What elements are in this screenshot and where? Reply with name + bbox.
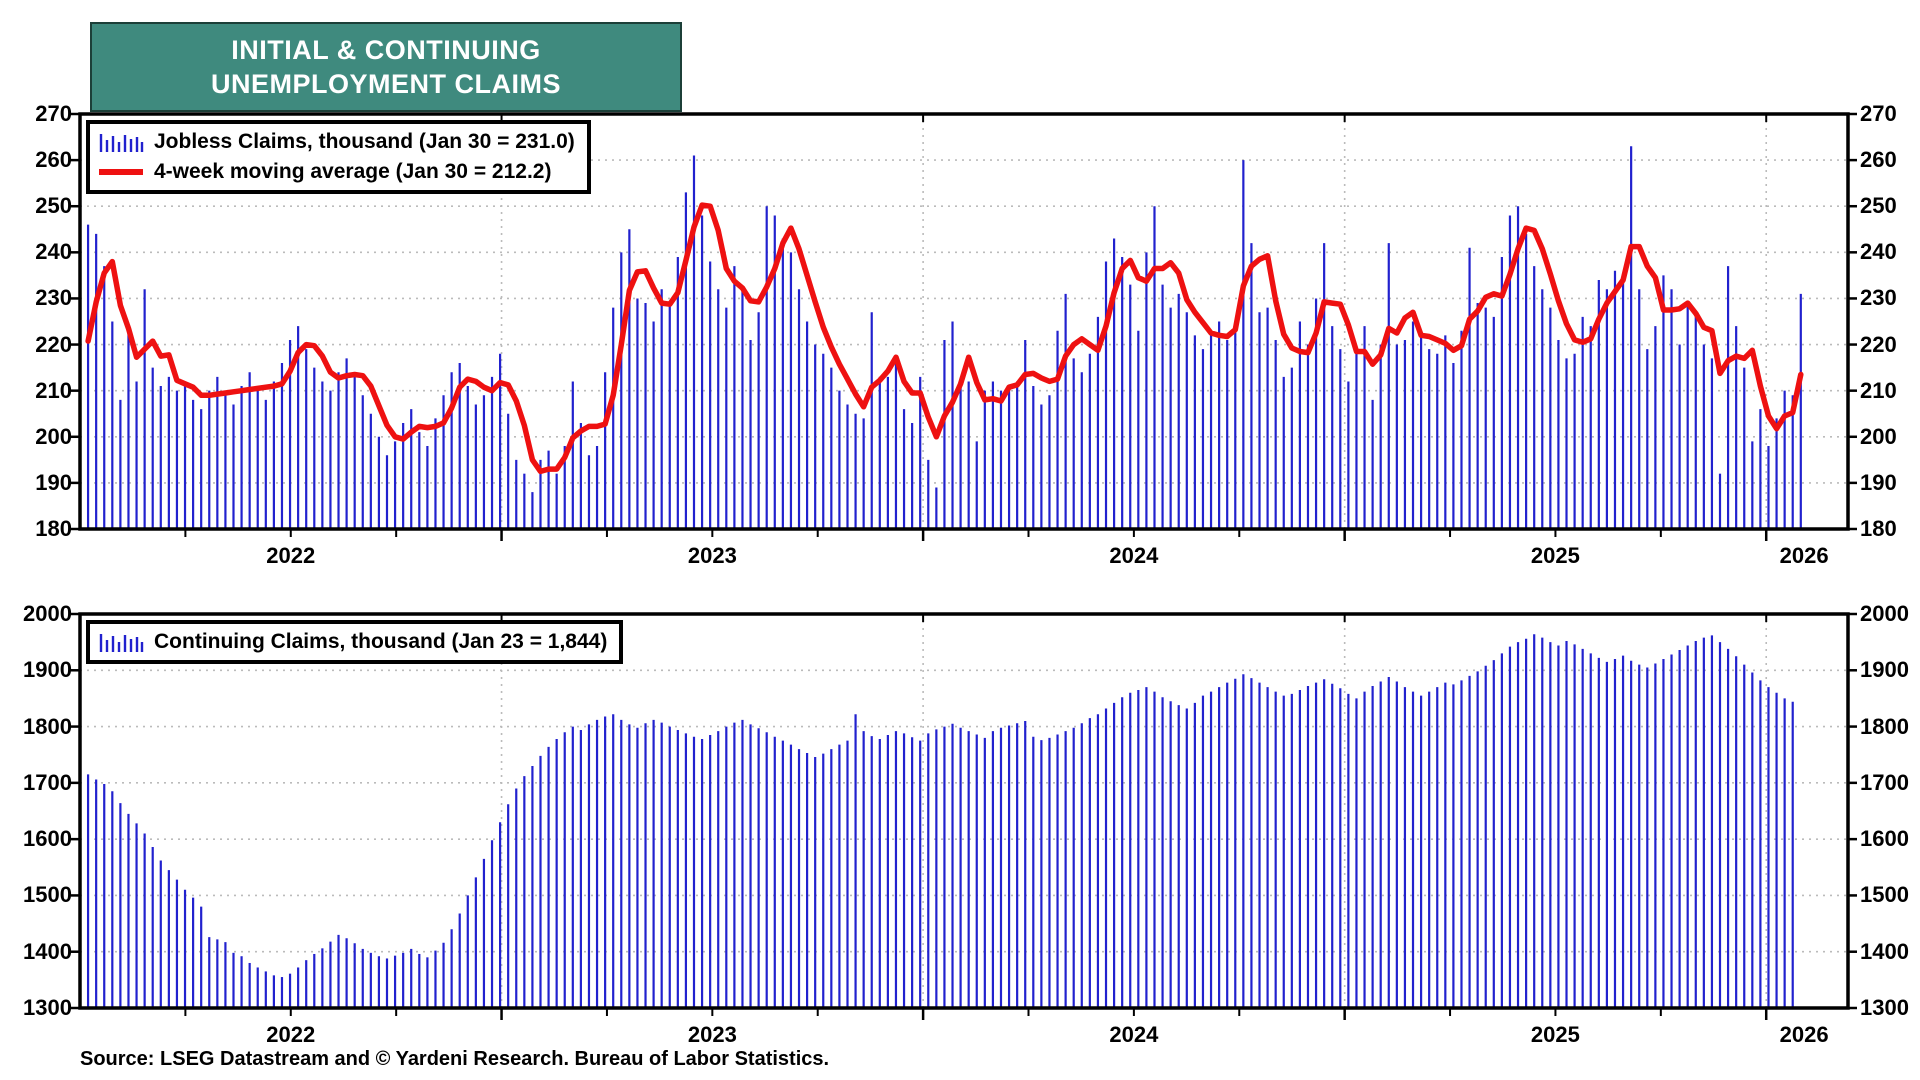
continuing_claims-ytick-label-right: 1600	[1860, 826, 1909, 852]
bars-icon	[98, 130, 154, 154]
continuing_claims-svg	[71, 612, 1857, 1020]
initial_claims-ytick-label-left: 250	[35, 193, 72, 219]
continuing_claims-year-label-2022: 2022	[266, 1022, 316, 1047]
initial_claims-ytick-label-right: 220	[1860, 331, 1897, 357]
bars-icon	[98, 630, 154, 654]
initial-claims-legend: Jobless Claims, thousand (Jan 30 = 231.0…	[86, 120, 591, 194]
continuing_claims-year-label-2023: 2023	[687, 1022, 737, 1047]
red-line-icon	[98, 160, 154, 184]
continuing_claims-ytick-label-left: 1300	[23, 995, 72, 1020]
initial_claims-svg	[71, 112, 1857, 541]
continuing_claims-year-label-2024: 2024	[1109, 1022, 1159, 1047]
initial_claims-ytick-label-left: 220	[35, 331, 72, 357]
chart-title-line2: UNEMPLOYMENT CLAIMS	[211, 69, 561, 99]
continuing_claims-ytick-label-right: 1900	[1860, 657, 1909, 683]
legend-label-jobless-claims: Jobless Claims, thousand (Jan 30 = 231.0…	[154, 130, 575, 153]
continuing_claims-ytick-label-left: 1400	[23, 938, 72, 964]
continuing_claims-year-label-2025: 2025	[1530, 1022, 1580, 1047]
continuing_claims-ytick-label-right: 1700	[1860, 769, 1909, 795]
initial_claims-ytick-label-right: 250	[1860, 193, 1897, 219]
continuing_claims-ytick-label-left: 1500	[23, 882, 72, 908]
continuing_claims-ytick-label-right: 1400	[1860, 938, 1909, 964]
continuing_claims-ytick-label-right: 1800	[1860, 713, 1909, 739]
initial_claims-ytick-label-left: 180	[35, 516, 72, 541]
initial_claims-ytick-label-right: 270	[1860, 101, 1897, 126]
initial_claims-ytick-label-left: 200	[35, 423, 72, 449]
initial_claims-ma-line	[85, 202, 1804, 475]
red-line-icon-glyph	[99, 169, 143, 175]
legend-label-moving-average: 4-week moving average (Jan 30 = 212.2)	[154, 160, 552, 183]
initial_claims-year-label-2022: 2022	[266, 543, 316, 568]
initial_claims-year-label-2024: 2024	[1109, 543, 1159, 568]
initial_claims-ytick-label-left: 260	[35, 147, 72, 173]
initial_claims-year-label-2026: 2026	[1779, 543, 1829, 568]
chart-title-line1: INITIAL & CONTINUING	[231, 35, 541, 65]
continuing_claims-year-label-2026: 2026	[1779, 1022, 1829, 1047]
continuing_claims-ytick-label-left: 1600	[23, 826, 72, 852]
initial_claims-ytick-label-left: 210	[35, 377, 72, 403]
initial_claims-ytick-label-left: 190	[35, 469, 72, 495]
chart-title-box: INITIAL & CONTINUING UNEMPLOYMENT CLAIMS	[90, 22, 682, 112]
continuing_claims-ytick-label-left: 1700	[23, 769, 72, 795]
continuing_claims-ytick-label-right: 2000	[1860, 601, 1909, 626]
initial_claims-ytick-label-right: 260	[1860, 147, 1897, 173]
continuing-claims-chart	[71, 612, 1857, 1020]
bars-icon-glyph	[99, 634, 144, 652]
initial_claims-ytick-label-right: 240	[1860, 239, 1897, 265]
initial_claims-ytick-label-left: 230	[35, 285, 72, 311]
initial_claims-year-label-2025: 2025	[1530, 543, 1580, 568]
initial_claims-ytick-label-right: 200	[1860, 423, 1897, 449]
source-attribution: Source: LSEG Datastream and © Yardeni Re…	[80, 1048, 830, 1070]
continuing_claims-ytick-label-right: 1300	[1860, 995, 1909, 1020]
continuing_claims-ytick-label-right: 1500	[1860, 882, 1909, 908]
legend-row-continuing: Continuing Claims, thousand (Jan 23 = 1,…	[98, 627, 607, 657]
continuing_claims-ytick-label-left: 2000	[23, 601, 72, 626]
legend-row-jobless: Jobless Claims, thousand (Jan 30 = 231.0…	[98, 127, 575, 157]
bars-icon-glyph	[99, 134, 144, 152]
initial_claims-ytick-label-left: 270	[35, 101, 72, 126]
initial-claims-chart	[71, 112, 1857, 541]
continuing_claims-ytick-label-left: 1900	[23, 657, 72, 683]
initial_claims-ytick-label-right: 190	[1860, 469, 1897, 495]
legend-label-continuing-claims: Continuing Claims, thousand (Jan 23 = 1,…	[154, 630, 608, 653]
initial_claims-ytick-label-left: 240	[35, 239, 72, 265]
continuing_claims-ytick-label-left: 1800	[23, 713, 72, 739]
legend-row-ma: 4-week moving average (Jan 30 = 212.2)	[98, 157, 575, 187]
initial_claims-year-label-2023: 2023	[687, 543, 737, 568]
initial_claims-ytick-label-right: 210	[1860, 377, 1897, 403]
continuing-claims-legend: Continuing Claims, thousand (Jan 23 = 1,…	[86, 620, 624, 664]
initial_claims-bars	[86, 146, 1802, 529]
continuing_claims-bars	[86, 634, 1794, 1008]
initial_claims-ytick-label-right: 180	[1860, 516, 1897, 541]
initial_claims-ytick-label-right: 230	[1860, 285, 1897, 311]
